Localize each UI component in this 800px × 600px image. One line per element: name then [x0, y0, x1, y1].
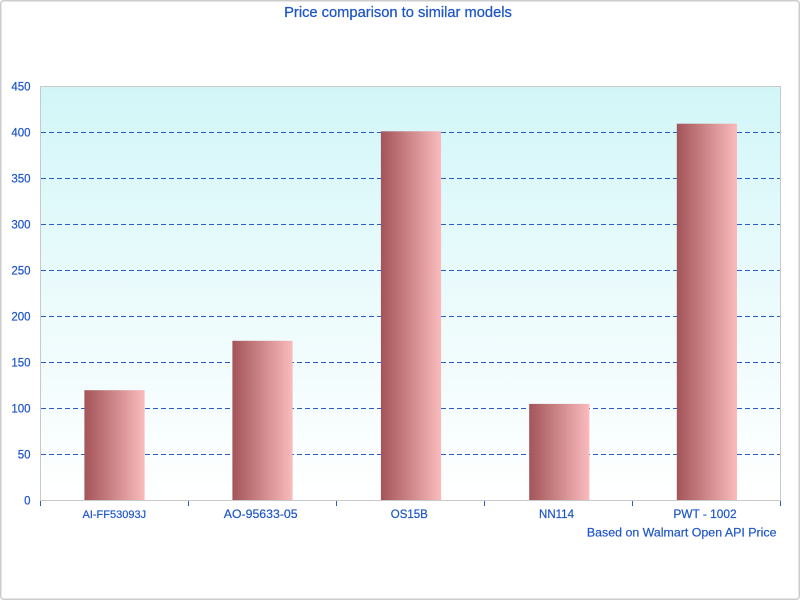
svg-text:50: 50 [18, 450, 31, 462]
svg-text:Price comparison to similar mo: Price comparison to similar models [284, 5, 512, 21]
svg-text:250: 250 [11, 266, 30, 278]
svg-text:100: 100 [11, 404, 30, 416]
svg-text:OS15B: OS15B [391, 509, 428, 521]
svg-text:AI-FF53093J: AI-FF53093J [83, 509, 147, 521]
svg-text:450: 450 [11, 82, 30, 94]
svg-text:0: 0 [24, 496, 30, 508]
svg-text:400: 400 [11, 128, 30, 140]
svg-text:300: 300 [11, 220, 30, 232]
svg-text:AO-95633-05: AO-95633-05 [224, 507, 298, 521]
svg-text:350: 350 [11, 174, 30, 186]
svg-text:150: 150 [11, 358, 30, 370]
svg-text:Based on Walmart Open API Pric: Based on Walmart Open API Price [587, 526, 777, 540]
svg-text:200: 200 [11, 312, 30, 324]
svg-text:PWT - 1002: PWT - 1002 [673, 507, 737, 521]
svg-text:NN114: NN114 [539, 509, 575, 521]
